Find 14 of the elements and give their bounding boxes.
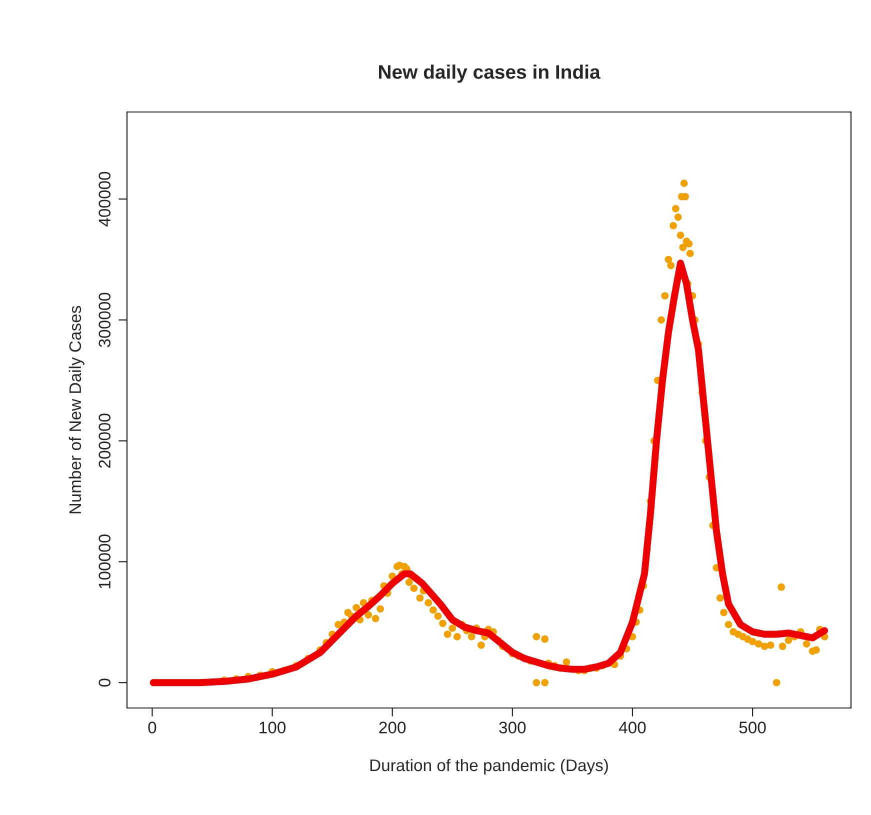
y-axis-title: Number of New Daily Cases [68,306,84,514]
y-tick-label: 400000 [98,172,111,226]
y-tick-label: 300000 [98,292,111,348]
x-tick-label: 300 [499,722,526,734]
x-tick-label: 200 [379,722,406,734]
x-tick-label: 100 [260,722,286,734]
x-tick-label: 500 [739,722,766,734]
x-tick-label: 0 [148,722,156,734]
x-tick-label: 400 [618,722,646,734]
x-axis-title: Duration of the pandemic (Days) [370,758,608,774]
y-tick-label: 0 [98,678,111,687]
y-tick-label: 200000 [98,414,111,468]
y-tick-label: 100000 [98,534,111,588]
chart-title: New daily cases in India [379,64,600,83]
